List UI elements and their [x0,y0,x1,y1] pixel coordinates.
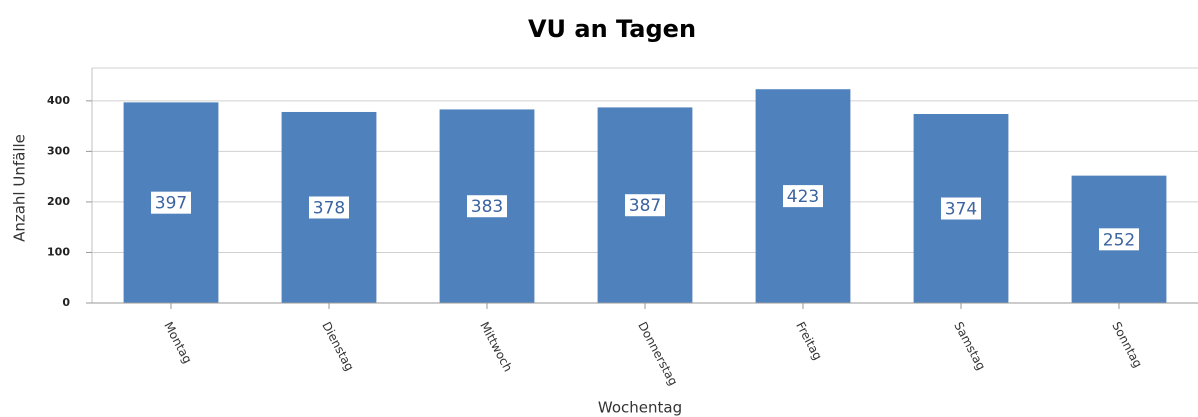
value-label: 383 [471,197,503,217]
value-label: 252 [1103,230,1135,250]
x-tick-label: Dienstag [319,319,356,373]
y-tick-label: 100 [47,245,70,258]
value-label: 378 [313,198,345,218]
value-label-box [625,194,665,217]
value-label-box [783,185,823,208]
y-tick-label: 200 [47,195,70,208]
x-tick-label: Sonntag [1109,319,1145,370]
y-tick-label: 300 [47,144,70,157]
x-tick-label: Samstag [951,319,988,372]
x-axis-title: Wochentag [598,399,682,417]
x-tick-label: Mittwoch [477,319,515,374]
x-tick-label: Freitag [793,319,825,362]
value-label-box [151,191,191,214]
value-label-box [309,196,349,219]
value-label: 387 [629,196,661,216]
y-tick-label: 0 [62,296,70,309]
chart-title: VU an Tagen [528,15,696,43]
value-label-box [1099,228,1139,251]
x-tick-label: Donnerstag [635,319,680,387]
x-tick-label: Montag [161,319,194,365]
value-label: 374 [945,199,977,219]
y-axis-title: Anzahl Unfälle [11,134,29,242]
value-label-box [467,195,507,218]
y-tick-label: 400 [47,94,70,107]
value-label-box [941,197,981,220]
value-label: 397 [155,194,187,214]
value-label: 423 [787,187,819,207]
